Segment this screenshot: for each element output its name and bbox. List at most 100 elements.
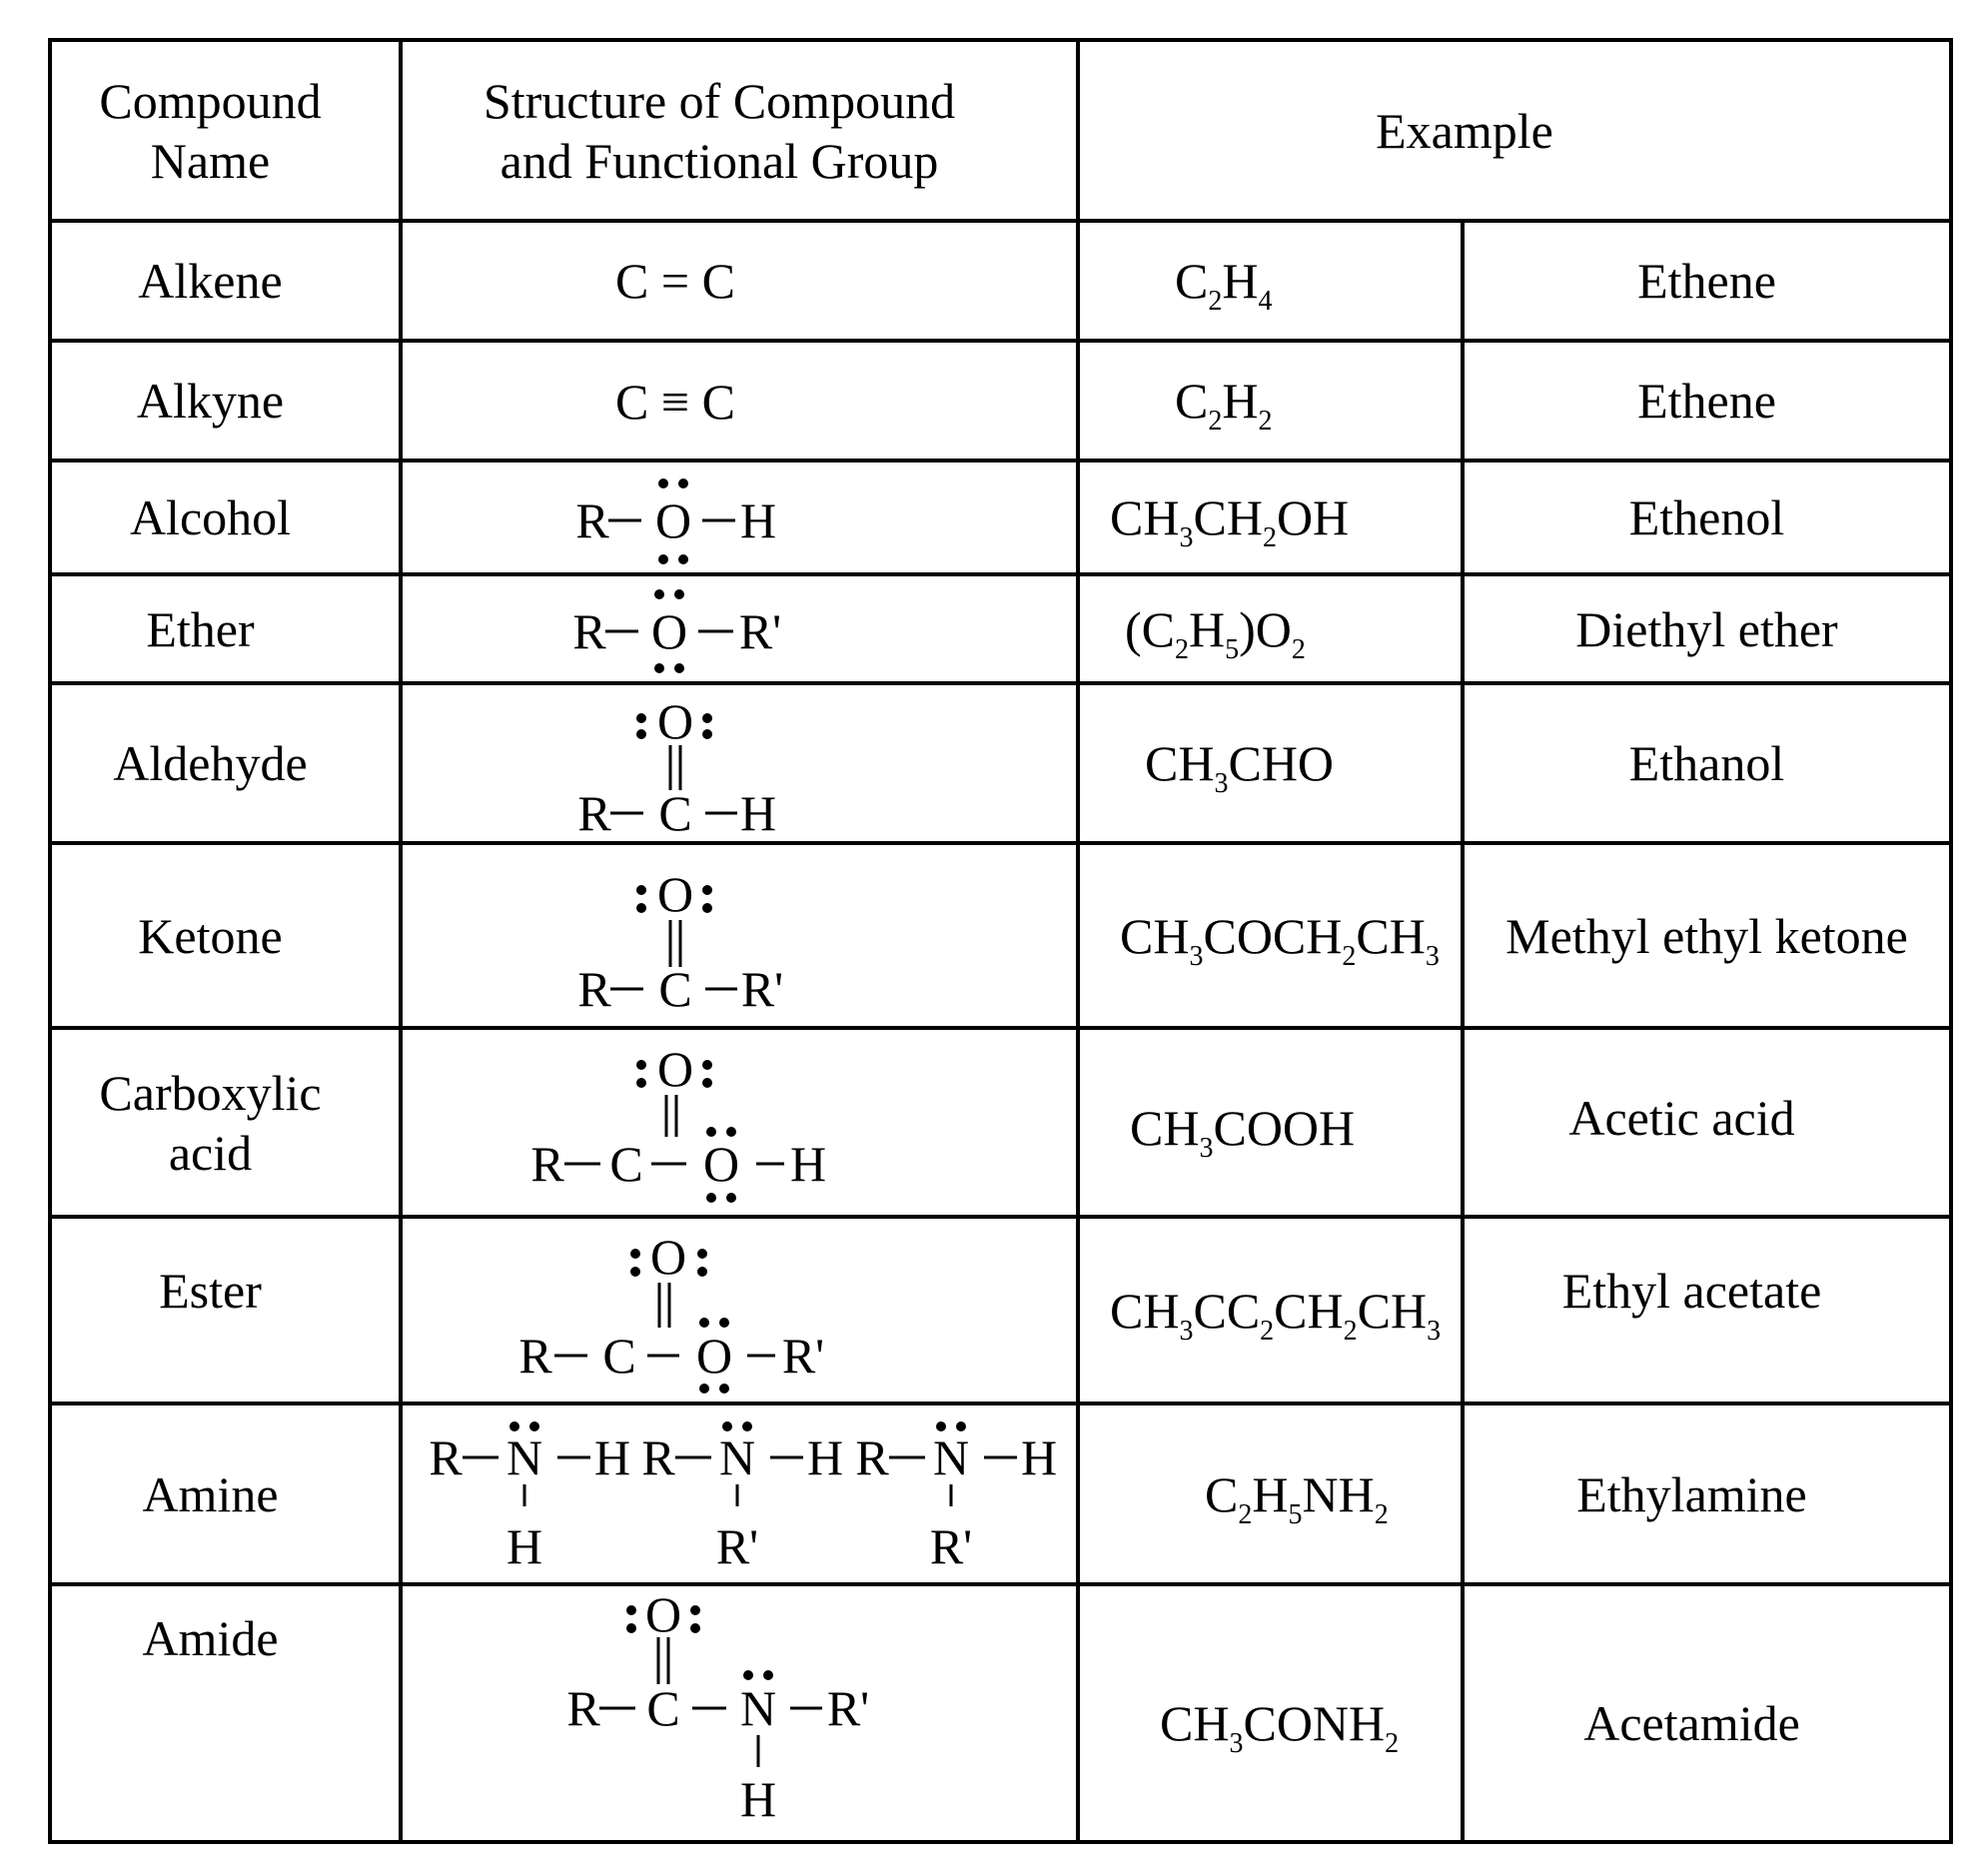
formula: C2H5NH2 xyxy=(1076,1402,1465,1586)
table-row: Alcohol R O H CH3CH2OH Ethenol xyxy=(48,459,1953,576)
atom: O xyxy=(696,1328,732,1384)
subscript: 2 xyxy=(1291,633,1306,665)
subscript: 4 xyxy=(1258,286,1273,317)
atom: R xyxy=(572,603,606,659)
table-row: Amine R N H H R N H R' xyxy=(48,1402,1953,1586)
amine-group-primary: R N H H xyxy=(429,1421,630,1574)
subscript: 3 xyxy=(1214,768,1229,799)
atom: R xyxy=(577,961,611,1017)
atom: O xyxy=(655,492,691,548)
atom: R xyxy=(575,492,609,548)
atom: N xyxy=(740,1680,776,1736)
atom: R xyxy=(855,1429,889,1485)
header-line: Compound xyxy=(99,72,322,129)
atom: H xyxy=(807,1429,843,1485)
atom: R' xyxy=(930,1518,972,1574)
atom: H xyxy=(740,1771,776,1827)
compound-name: Alkyne xyxy=(48,339,403,463)
atom: H xyxy=(740,492,776,548)
name-line: Ether xyxy=(146,600,255,657)
name-line: acid xyxy=(168,1124,253,1181)
subscript: 5 xyxy=(1288,1498,1303,1530)
atom: R xyxy=(429,1429,463,1485)
compound-name: Ester xyxy=(48,1215,403,1405)
atom: H xyxy=(594,1429,630,1485)
subscript: 2 xyxy=(1343,1315,1358,1347)
formula: C2H2 xyxy=(1076,339,1465,463)
subscript: 3 xyxy=(1179,1315,1194,1347)
formula: CH3COOH xyxy=(1076,1026,1465,1219)
atom: H xyxy=(506,1518,542,1574)
subscript: 2 xyxy=(1262,522,1277,553)
example-name: Ethyl acetate xyxy=(1461,1215,1953,1405)
subscript: 2 xyxy=(1258,406,1273,437)
atom: H xyxy=(740,785,776,839)
atom: C xyxy=(658,785,691,839)
atom: R xyxy=(577,785,611,839)
amine-group-secondary: R N H R' xyxy=(641,1421,843,1574)
table-row: Ketone O R C R' CH3COCH2CH3 Methyl ethyl… xyxy=(48,841,1953,1030)
atom: R' xyxy=(741,961,783,1017)
name-line: Alkyne xyxy=(136,373,285,429)
atom: O xyxy=(657,1041,693,1097)
structure: C ≡ C xyxy=(399,339,1080,463)
atom: R' xyxy=(827,1680,869,1736)
name-line: Amine xyxy=(142,1465,279,1522)
header-example: Example xyxy=(1076,38,1953,223)
subscript: 5 xyxy=(1225,633,1240,665)
atom: R' xyxy=(739,603,781,659)
atom: O xyxy=(650,1229,686,1285)
atom: H xyxy=(1021,1429,1057,1485)
structure: O R C H xyxy=(399,681,1080,845)
atom: C xyxy=(609,1136,642,1192)
table-row: Carboxylic acid O R C O H CH3COOH Acetic … xyxy=(48,1026,1953,1219)
compound-name: Aldehyde xyxy=(48,681,403,845)
atom: O xyxy=(657,693,693,749)
subscript: 3 xyxy=(1425,940,1440,972)
name-line: Ester xyxy=(159,1262,262,1319)
subscript: 3 xyxy=(1179,522,1194,553)
example-name: Methyl ethyl ketone xyxy=(1461,841,1953,1030)
structure: C = C xyxy=(399,219,1080,343)
header-line: and Functional Group xyxy=(499,132,939,189)
subscript: 3 xyxy=(1229,1728,1244,1759)
subscript: 3 xyxy=(1427,1315,1442,1347)
example-name: Acetamide xyxy=(1461,1582,1953,1844)
atom: R xyxy=(530,1136,564,1192)
atom: C xyxy=(646,1680,679,1736)
atom: R xyxy=(641,1429,675,1485)
atom: R' xyxy=(716,1518,758,1574)
atom: O xyxy=(657,866,693,922)
subscript: 3 xyxy=(1189,940,1204,972)
subscript: 2 xyxy=(1238,1498,1253,1530)
table-row: Aldehyde O R C H CH3CHO Ethanol xyxy=(48,681,1953,845)
name-line: Amide xyxy=(142,1610,279,1666)
table-row: Ether R O R' (C2H5)O2 Diethyl ether xyxy=(48,572,1953,685)
subscript: 2 xyxy=(1385,1728,1400,1759)
atom: C xyxy=(602,1328,635,1384)
example-name: Diethyl ether xyxy=(1461,572,1953,685)
compound-name: Carboxylic acid xyxy=(48,1026,403,1219)
structure: R O H xyxy=(399,459,1080,576)
compound-name: Alcohol xyxy=(48,459,403,576)
structure-text: C = C xyxy=(615,253,735,309)
amine-group-tertiary: R N H R' xyxy=(855,1421,1057,1574)
name-line: Aldehyde xyxy=(113,735,308,791)
compound-name: Alkene xyxy=(48,219,403,343)
compound-name: Ether xyxy=(48,572,403,685)
header-compound-name: Compound Name xyxy=(48,38,403,223)
formula: CH3COCH2CH3 xyxy=(1076,841,1465,1030)
header-structure: Structure of Compound and Functional Grou… xyxy=(399,38,1080,223)
table-row: Ester O R C O R' CH3CC2CH2CH3 Ethyl acet… xyxy=(48,1215,1953,1405)
structure-text: C ≡ C xyxy=(615,374,735,430)
subscript: 2 xyxy=(1208,286,1223,317)
example-name: Ethene xyxy=(1461,219,1953,343)
table-row: Alkene C = C C2H4 Ethene xyxy=(48,219,1953,343)
atom: R' xyxy=(782,1328,824,1384)
subscript: 3 xyxy=(1199,1132,1214,1164)
example-name: Ethenol xyxy=(1461,459,1953,576)
functional-groups-table: Compound Name Structure of Compound and Fu… xyxy=(48,38,1953,1844)
formula: (C2H5)O2 xyxy=(1076,572,1465,685)
header-line: Structure of Compound xyxy=(483,72,956,129)
name-line: Alkene xyxy=(138,253,283,309)
